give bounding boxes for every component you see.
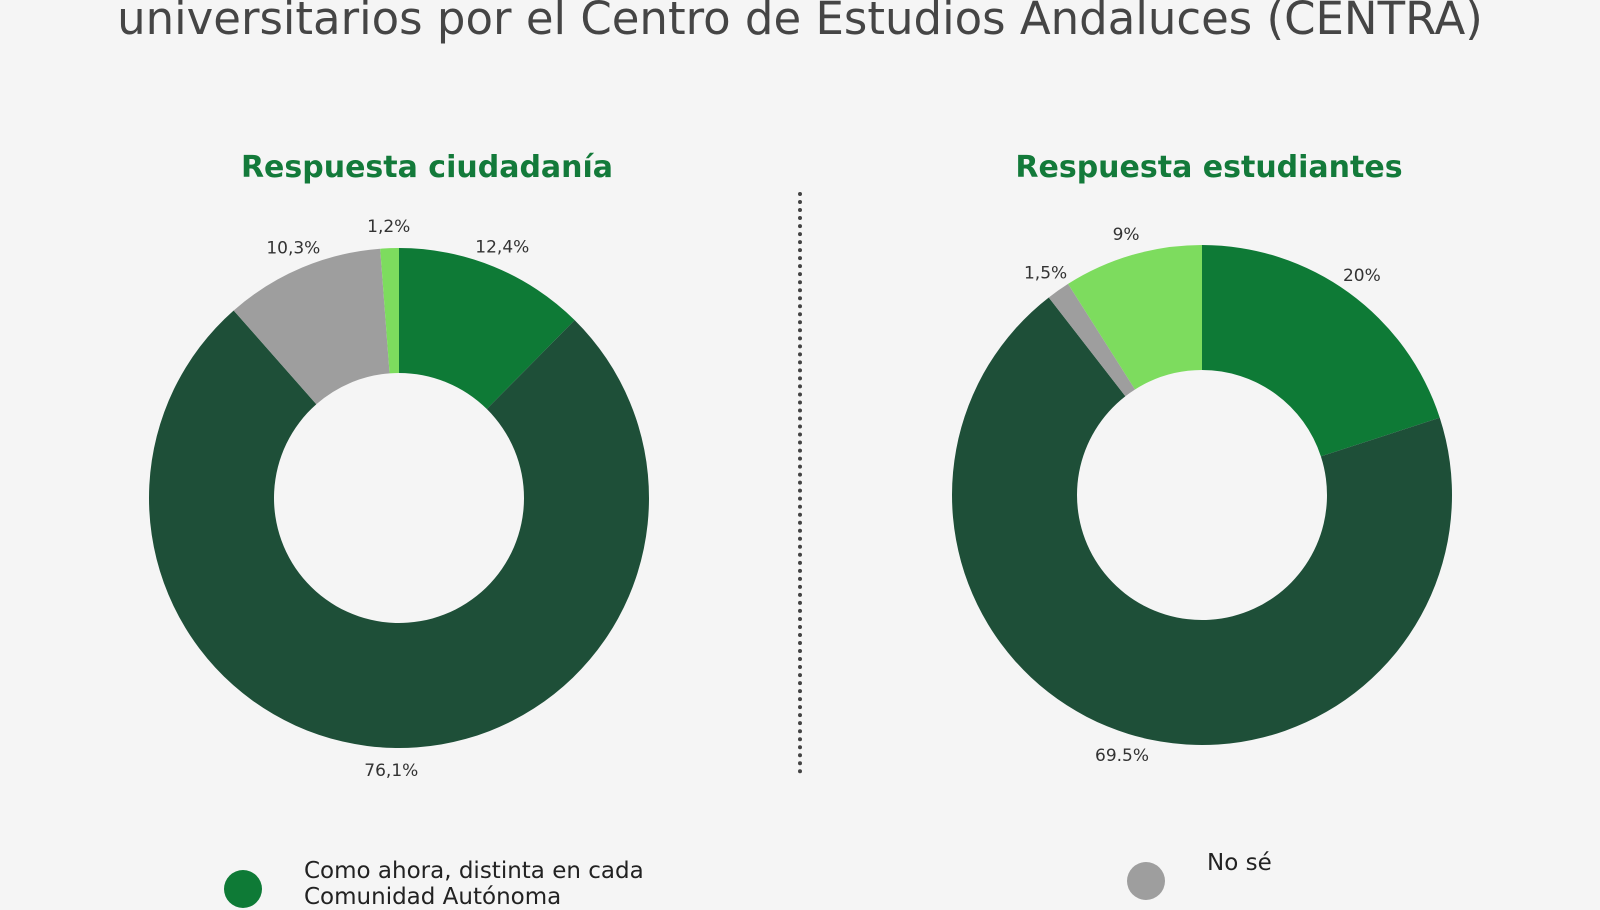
donut-slice bbox=[1068, 245, 1202, 390]
donut-slice bbox=[1048, 283, 1136, 397]
legend-swatch bbox=[1127, 862, 1165, 900]
chart-title-estudiantes: Respuesta estudiantes bbox=[1015, 150, 1403, 185]
slice-label: 20% bbox=[1343, 266, 1381, 286]
legend-swatch bbox=[224, 870, 262, 908]
slice-label: 1,2% bbox=[367, 217, 410, 237]
donut-slice bbox=[380, 248, 399, 374]
page-title: universitarios por el Centro de Estudios… bbox=[117, 0, 1483, 45]
divider bbox=[798, 192, 802, 774]
legend-label: No sé bbox=[1207, 850, 1272, 876]
donut-slice bbox=[233, 248, 390, 405]
donut-slice bbox=[952, 297, 1453, 745]
slice-label: 1,5% bbox=[1024, 263, 1067, 283]
slice-label: 76,1% bbox=[364, 761, 418, 781]
legend-label: Como ahora, distinta en cada Comunidad A… bbox=[304, 858, 644, 910]
slice-label: 10,3% bbox=[266, 238, 320, 258]
donut-slice bbox=[148, 310, 650, 748]
legend-item-no-se: No sé bbox=[1127, 850, 1567, 900]
chart-title-ciudadania: Respuesta ciudadanía bbox=[240, 150, 614, 185]
slice-label: 9% bbox=[1113, 225, 1140, 245]
donut-slice bbox=[1202, 245, 1440, 457]
legend-item-como-ahora: Como ahora, distinta en cada Comunidad A… bbox=[224, 858, 664, 910]
slice-label: 69.5% bbox=[1095, 746, 1149, 766]
donut-slice bbox=[399, 248, 575, 410]
slice-label: 12,4% bbox=[475, 237, 529, 257]
